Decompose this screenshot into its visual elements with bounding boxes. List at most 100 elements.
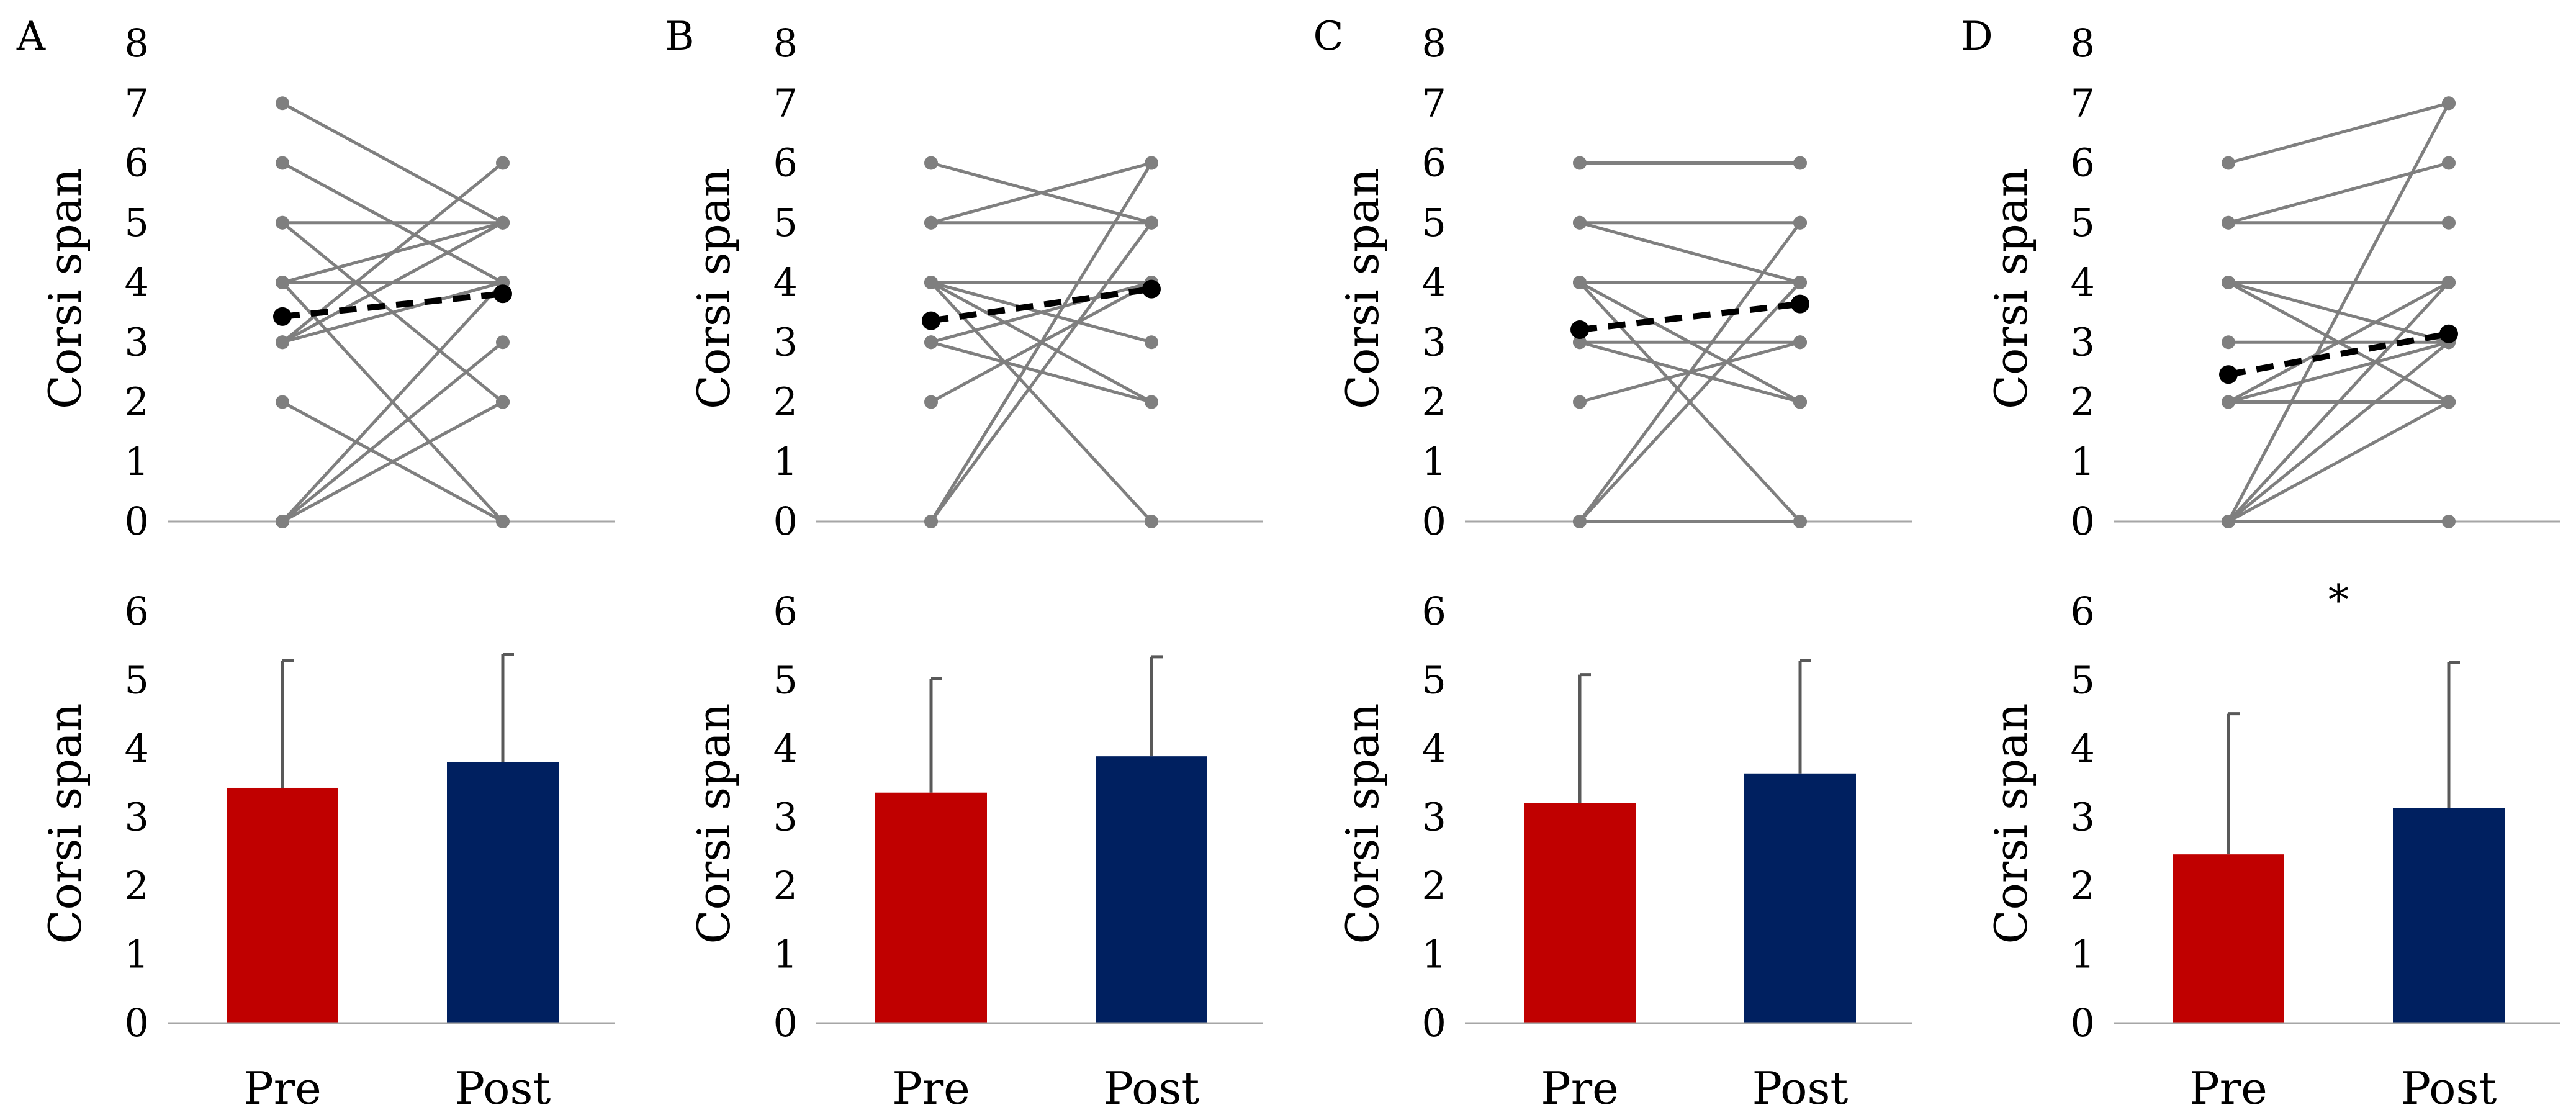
bar-y-tick-label: 3 (125, 795, 149, 840)
mean-pre-point (273, 307, 292, 326)
subject-pre-point (924, 276, 938, 289)
bar-y-tick-label: 4 (2071, 726, 2095, 771)
bar-category-label: Pre (1541, 1062, 1618, 1114)
panel-label: D (1961, 14, 1993, 60)
subject-line (2227, 281, 2450, 404)
bar-y-tick-label: 1 (2071, 932, 2095, 977)
subject-line (1578, 281, 1801, 523)
subject-post-point (1793, 215, 1807, 230)
top-y-tick-label: 1 (1422, 439, 1446, 484)
mean-post-point (2439, 324, 2458, 343)
top-y-tick-label: 0 (2071, 499, 2095, 544)
bar-y-tick-label: 4 (125, 726, 149, 771)
subject-line (282, 281, 503, 344)
subject-line (281, 400, 504, 523)
bar-y-tick-label: 6 (1422, 589, 1446, 634)
top-y-tick-label: 6 (2071, 140, 2095, 186)
subject-pre-point (276, 515, 289, 528)
bar-post (1096, 756, 1207, 1023)
subject-pre-point (276, 335, 289, 350)
subject-line (929, 162, 1153, 523)
bar-y-tick-label: 3 (1422, 795, 1446, 840)
bar-y-tick-label: 5 (2071, 657, 2095, 703)
subject-pre-point (1573, 395, 1587, 409)
subject-line (930, 281, 1153, 523)
subject-pre-point (1573, 276, 1587, 289)
subject-post-point (496, 215, 510, 230)
bar-y-axis-title: Corsi span (688, 703, 740, 944)
bar-y-tick-label: 5 (1422, 657, 1446, 703)
bar-y-tick-label: 2 (125, 863, 149, 908)
top-y-tick-label: 7 (1422, 80, 1446, 125)
subject-pre-point (2222, 276, 2235, 289)
bar-y-tick-label: 6 (2071, 589, 2095, 634)
subject-pre-point (2222, 395, 2235, 409)
top-y-axis-title: Corsi span (1336, 168, 1389, 409)
bar-y-axis-title: Corsi span (1985, 703, 2037, 944)
top-y-axis-title: Corsi span (1985, 168, 2037, 409)
top-y-tick-label: 3 (2071, 319, 2095, 364)
subject-line (281, 102, 504, 224)
bar-post (1744, 773, 1856, 1023)
subject-pre-point (1573, 515, 1587, 528)
bar-pre (2173, 854, 2284, 1023)
subject-post-point (2442, 215, 2456, 230)
mean-line (1579, 300, 1801, 333)
top-y-tick-label: 1 (2071, 439, 2095, 484)
bar-y-tick-label: 2 (1422, 863, 1446, 908)
mean-line (282, 291, 503, 320)
subject-line (1578, 222, 1802, 523)
top-y-tick-label: 1 (125, 439, 149, 484)
subject-pre-point (2222, 335, 2235, 350)
top-y-tick-label: 2 (1422, 379, 1446, 425)
subject-line (1579, 221, 1801, 284)
top-y-tick-label: 5 (773, 200, 798, 245)
bar-y-axis-title: Corsi span (39, 703, 91, 944)
top-y-tick-label: 2 (773, 379, 798, 425)
subject-post-point (1793, 276, 1807, 289)
subject-post-point (2442, 515, 2456, 528)
mean-post-point (1142, 279, 1161, 299)
subject-pre-point (276, 276, 289, 289)
subject-post-point (2442, 276, 2456, 289)
top-y-tick-label: 3 (125, 319, 149, 364)
subject-line (929, 222, 1153, 523)
subject-pre-point (2222, 515, 2235, 528)
subject-pre-point (2222, 215, 2235, 230)
top-y-tick-label: 8 (1422, 20, 1446, 66)
panel-c: C 0 1 2 3 4 5 6 7 8 Corsi span 0 1 2 3 4 5 6 Corsi span Pre… (1313, 14, 1912, 1114)
subject-line (2228, 101, 2449, 165)
bar-y-tick-label: 2 (773, 863, 798, 908)
top-y-tick-label: 4 (1422, 260, 1446, 305)
top-y-tick-label: 7 (773, 80, 798, 125)
subject-post-point (496, 395, 510, 409)
subject-pre-point (276, 96, 289, 111)
subject-line (2227, 400, 2450, 523)
bar-y-tick-label: 4 (1422, 726, 1446, 771)
subject-line (2227, 341, 2450, 523)
subject-post-point (1793, 156, 1807, 170)
subject-post-point (1793, 395, 1807, 409)
subject-pre-point (1573, 215, 1587, 230)
bar-category-label: Post (2401, 1062, 2497, 1114)
top-y-tick-label: 5 (2071, 200, 2095, 245)
bar-category-label: Pre (243, 1062, 321, 1114)
panel-b: B 0 1 2 3 4 5 6 7 8 Corsi span 0 1 2 3 4 5 6 Corsi span Pre… (665, 14, 1263, 1114)
bar-category-label: Post (455, 1062, 551, 1114)
top-y-tick-label: 6 (125, 140, 149, 186)
subject-pre-point (2222, 156, 2235, 170)
top-y-tick-label: 6 (773, 140, 798, 186)
bar-y-tick-label: 0 (1422, 1000, 1446, 1045)
top-y-tick-label: 7 (2071, 80, 2095, 125)
subject-pre-point (924, 156, 938, 170)
top-y-tick-label: 8 (125, 20, 149, 66)
subject-post-point (2442, 96, 2456, 111)
subject-pre-point (276, 215, 289, 230)
subject-pre-point (924, 335, 938, 350)
subject-post-point (496, 335, 510, 350)
bar-y-tick-label: 0 (2071, 1000, 2095, 1045)
bar-y-tick-label: 1 (125, 932, 149, 977)
bar-y-tick-label: 2 (2071, 863, 2095, 908)
subject-line (2227, 102, 2451, 523)
